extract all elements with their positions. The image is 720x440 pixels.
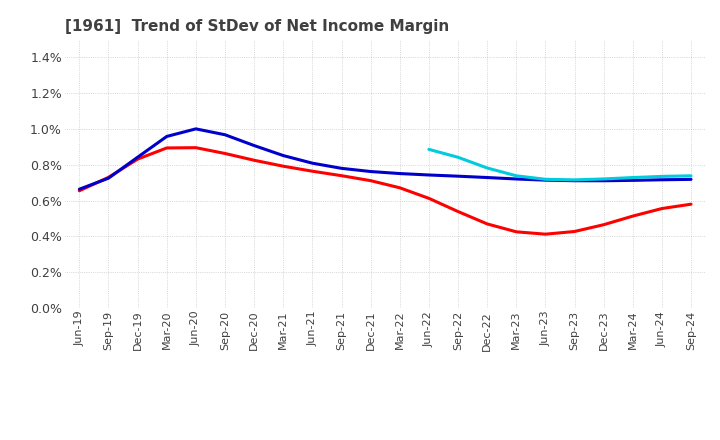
3 Years	[75, 188, 84, 194]
5 Years	[163, 134, 171, 139]
3 Years	[425, 196, 433, 201]
Text: [1961]  Trend of StDev of Net Income Margin: [1961] Trend of StDev of Net Income Marg…	[65, 19, 449, 34]
7 Years	[599, 176, 608, 182]
7 Years	[687, 173, 696, 179]
3 Years	[337, 173, 346, 178]
7 Years	[629, 175, 637, 180]
3 Years	[133, 157, 142, 162]
7 Years	[483, 165, 492, 171]
5 Years	[425, 172, 433, 178]
3 Years	[279, 164, 287, 169]
3 Years	[570, 229, 579, 234]
3 Years	[308, 169, 317, 174]
3 Years	[104, 175, 113, 180]
3 Years	[220, 151, 229, 156]
5 Years	[279, 153, 287, 158]
7 Years	[570, 177, 579, 183]
5 Years	[308, 161, 317, 166]
5 Years	[657, 177, 666, 183]
5 Years	[192, 126, 200, 132]
7 Years	[657, 174, 666, 179]
5 Years	[570, 178, 579, 183]
Line: 5 Years: 5 Years	[79, 129, 691, 189]
5 Years	[75, 187, 84, 192]
7 Years	[425, 147, 433, 152]
7 Years	[512, 173, 521, 179]
5 Years	[133, 154, 142, 160]
7 Years	[454, 154, 462, 160]
3 Years	[657, 206, 666, 211]
3 Years	[395, 185, 404, 191]
3 Years	[541, 231, 550, 237]
3 Years	[454, 209, 462, 214]
5 Years	[629, 178, 637, 183]
5 Years	[687, 177, 696, 182]
5 Years	[512, 176, 521, 182]
5 Years	[250, 143, 258, 148]
5 Years	[366, 169, 375, 174]
Line: 3 Years: 3 Years	[79, 148, 691, 234]
5 Years	[599, 178, 608, 183]
3 Years	[629, 213, 637, 219]
5 Years	[541, 177, 550, 183]
3 Years	[512, 229, 521, 235]
3 Years	[192, 145, 200, 150]
3 Years	[366, 178, 375, 183]
3 Years	[599, 222, 608, 227]
3 Years	[163, 145, 171, 150]
3 Years	[687, 202, 696, 207]
7 Years	[541, 176, 550, 182]
Line: 7 Years: 7 Years	[429, 149, 691, 180]
5 Years	[454, 173, 462, 179]
3 Years	[250, 158, 258, 163]
5 Years	[337, 166, 346, 171]
5 Years	[483, 175, 492, 180]
5 Years	[395, 171, 404, 176]
5 Years	[220, 132, 229, 137]
5 Years	[104, 176, 113, 181]
3 Years	[483, 221, 492, 227]
